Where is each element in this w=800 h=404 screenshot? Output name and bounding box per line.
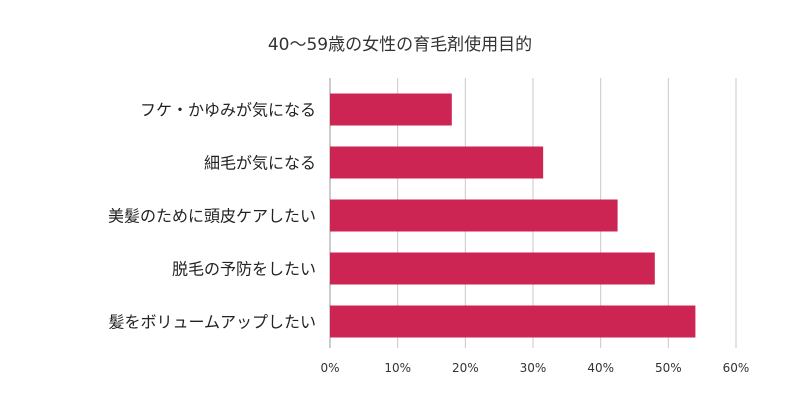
x-tick-label: 50% <box>655 361 682 375</box>
x-tick-label: 10% <box>384 361 411 375</box>
category-labels: フケ・かゆみが気になる細毛が気になる美髪のために頭皮ケアしたい脱毛の予防をしたい… <box>108 101 316 332</box>
bars <box>330 93 696 338</box>
bar <box>330 146 544 179</box>
x-tick-label: 20% <box>452 361 479 375</box>
category-label: フケ・かゆみが気になる <box>140 101 316 120</box>
x-tick-label: 60% <box>723 361 750 375</box>
category-label: 美髪のために頭皮ケアしたい <box>108 207 316 226</box>
bar <box>330 93 452 126</box>
x-tick-label: 0% <box>320 361 339 375</box>
category-label: 脱毛の予防をしたい <box>172 260 316 279</box>
x-tick-label: 30% <box>520 361 547 375</box>
bar <box>330 252 655 285</box>
chart-title: 40〜59歳の女性の育毛剤使用目的 <box>268 34 532 55</box>
bar <box>330 305 696 338</box>
x-tick-labels: 0% 10% 20% 30% 40% 50% 60% <box>320 361 749 375</box>
bar <box>330 199 618 232</box>
category-label: 髪をボリュームアップしたい <box>108 313 316 332</box>
category-label: 細毛が気になる <box>204 154 316 173</box>
x-tick-label: 40% <box>587 361 614 375</box>
